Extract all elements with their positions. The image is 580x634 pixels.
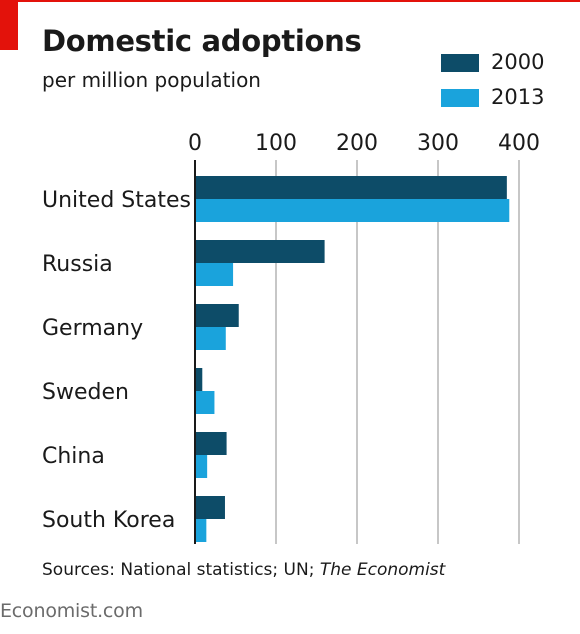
category-label-united-states: United States [42, 188, 191, 213]
x-tick-label-100: 100 [255, 131, 297, 156]
source-publication: The Economist [319, 560, 446, 580]
bar-2000-united-states [195, 176, 507, 199]
bar-2000-germany [195, 304, 239, 327]
legend-swatch-2013 [441, 89, 479, 107]
category-label-sweden: Sweden [42, 380, 129, 405]
bar-2000-russia [195, 240, 325, 263]
legend-label-2000: 2000 [491, 50, 545, 74]
bar-2013-united-states [195, 199, 510, 222]
category-label-china: China [42, 444, 105, 469]
x-tick-label-400: 400 [498, 131, 540, 156]
source-note: Sources: National statistics; UN; The Ec… [42, 560, 445, 580]
bar-2000-china [195, 432, 227, 455]
legend-swatch-2000 [441, 54, 479, 72]
bar-2000-south-korea [195, 496, 225, 519]
category-label-south-korea: South Korea [42, 508, 175, 533]
legend-label-2013: 2013 [491, 85, 545, 109]
bar-2000-sweden [195, 368, 203, 391]
x-tick-label-300: 300 [417, 131, 459, 156]
bar-2013-sweden [195, 391, 215, 414]
bar-2013-germany [195, 327, 226, 350]
site-footer: Economist.com [0, 600, 143, 622]
chart-title: Domestic adoptions [42, 24, 362, 58]
top-rule [0, 0, 580, 2]
category-label-russia: Russia [42, 252, 113, 277]
chart-subtitle: per million population [42, 68, 261, 92]
bar-2013-china [195, 455, 208, 478]
bar-2013-russia [195, 263, 234, 286]
brand-red-tab [0, 0, 18, 50]
source-text: Sources: National statistics; UN; [42, 560, 320, 580]
bar-2013-south-korea [195, 519, 207, 542]
x-tick-label-200: 200 [336, 131, 378, 156]
category-label-germany: Germany [42, 316, 143, 341]
x-tick-label-0: 0 [188, 131, 202, 156]
